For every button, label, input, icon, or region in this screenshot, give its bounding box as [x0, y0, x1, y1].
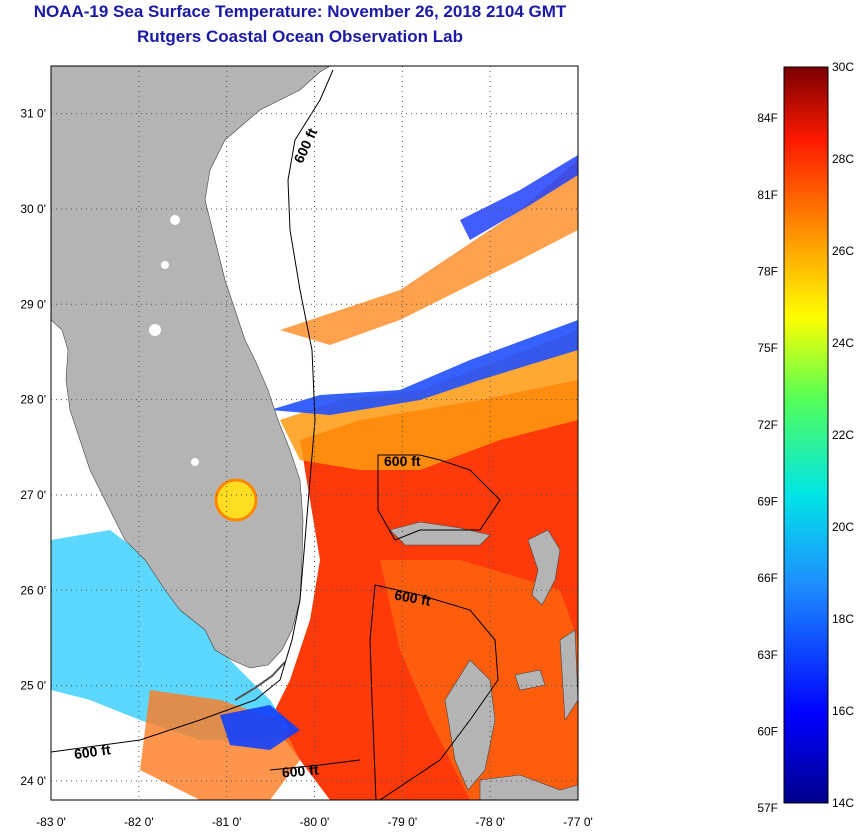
lat-tick-label: 25 0' — [20, 679, 46, 693]
colorbar-fahrenheit-label: 69F — [757, 494, 778, 508]
colorbar-celsius-label: 30C — [832, 60, 854, 74]
lon-tick-label: -81 0' — [212, 815, 242, 829]
contour-label: 600 ft — [73, 741, 112, 762]
lat-tick-label: 29 0' — [20, 297, 46, 311]
cuba-edge — [479, 774, 578, 800]
lat-tick-label: 28 0' — [20, 393, 46, 407]
colorbar-fahrenheit-label: 78F — [757, 264, 778, 278]
contour-label: 600 ft — [393, 587, 432, 609]
lat-tick-label: 26 0' — [20, 583, 46, 597]
lat-tick-label: 31 0' — [20, 107, 46, 121]
lat-tick-label: 27 0' — [20, 488, 46, 502]
lon-axis: -83 0' -82 0' -81 0' -80 0' -79 0' -78 0' -77 … — [36, 815, 593, 829]
isobath-contours — [50, 69, 501, 801]
lake-okeechobee — [214, 478, 258, 522]
colorbar-celsius-label: 20C — [832, 520, 854, 534]
north-offshore-band — [280, 160, 578, 345]
colorbar-celsius-label: 16C — [832, 704, 854, 718]
lon-tick-label: -83 0' — [36, 815, 66, 829]
lon-tick-label: -82 0' — [124, 815, 154, 829]
colorbar-celsius-label: 24C — [832, 336, 854, 350]
gulf-water — [51, 530, 290, 740]
colorbar-celsius-label: 18C — [832, 612, 854, 626]
colorbar-celsius-label: 26C — [832, 244, 854, 258]
colorbar — [783, 66, 829, 804]
lat-tick-label: 24 0' — [20, 774, 46, 788]
colorbar-fahrenheit-label: 84F — [757, 111, 778, 125]
map-title: NOAA-19 Sea Surface Temperature: Novembe… — [33, 2, 567, 21]
map-subtitle: Rutgers Coastal Ocean Observation Lab — [137, 27, 463, 46]
colorbar-fahrenheit-label: 63F — [757, 648, 778, 662]
colorbar-celsius-label: 14C — [832, 796, 854, 810]
eleuthera — [559, 629, 578, 721]
new-providence — [514, 669, 546, 691]
colorbar-fahrenheit-label: 57F — [757, 801, 778, 815]
lon-tick-label: -80 0' — [300, 815, 330, 829]
andros — [444, 659, 496, 791]
plot-frame — [50, 65, 579, 801]
lon-tick-label: -78 0' — [475, 815, 505, 829]
colorbar-celsius-label: 22C — [832, 428, 854, 442]
contour-label: 600 ft — [281, 761, 319, 780]
colorbar-fahrenheit-label: 66F — [757, 571, 778, 585]
florida-land — [51, 66, 331, 669]
north-offshore-blue — [460, 155, 578, 240]
colorbar-fahrenheit-label: 75F — [757, 341, 778, 355]
abaco — [527, 529, 561, 606]
colorbar-fahrenheit-label: 72F — [757, 418, 778, 432]
lat-tick-label: 30 0' — [20, 202, 46, 216]
colorbar-celsius-label: 28C — [832, 152, 854, 166]
colorbar-fahrenheit-label: 81F — [757, 188, 778, 202]
grand-bahama — [389, 521, 491, 546]
florida-keys — [234, 661, 286, 701]
colorbar-labels: 30C 28C 26C 24C 22C 20C 18C 16C 14C 84F 81F 78F 75F 7… — [757, 60, 854, 815]
lon-tick-label: -79 0' — [388, 815, 418, 829]
cool-band-north — [270, 320, 578, 415]
lat-axis: 31 0' 30 0' 29 0' 28 0' 27 0' 26 0' 25 0' 24 0' — [20, 107, 46, 788]
colorbar-fahrenheit-label: 60F — [757, 724, 778, 738]
keys-cool-water — [220, 705, 300, 750]
lon-tick-label: -77 0' — [563, 815, 593, 829]
